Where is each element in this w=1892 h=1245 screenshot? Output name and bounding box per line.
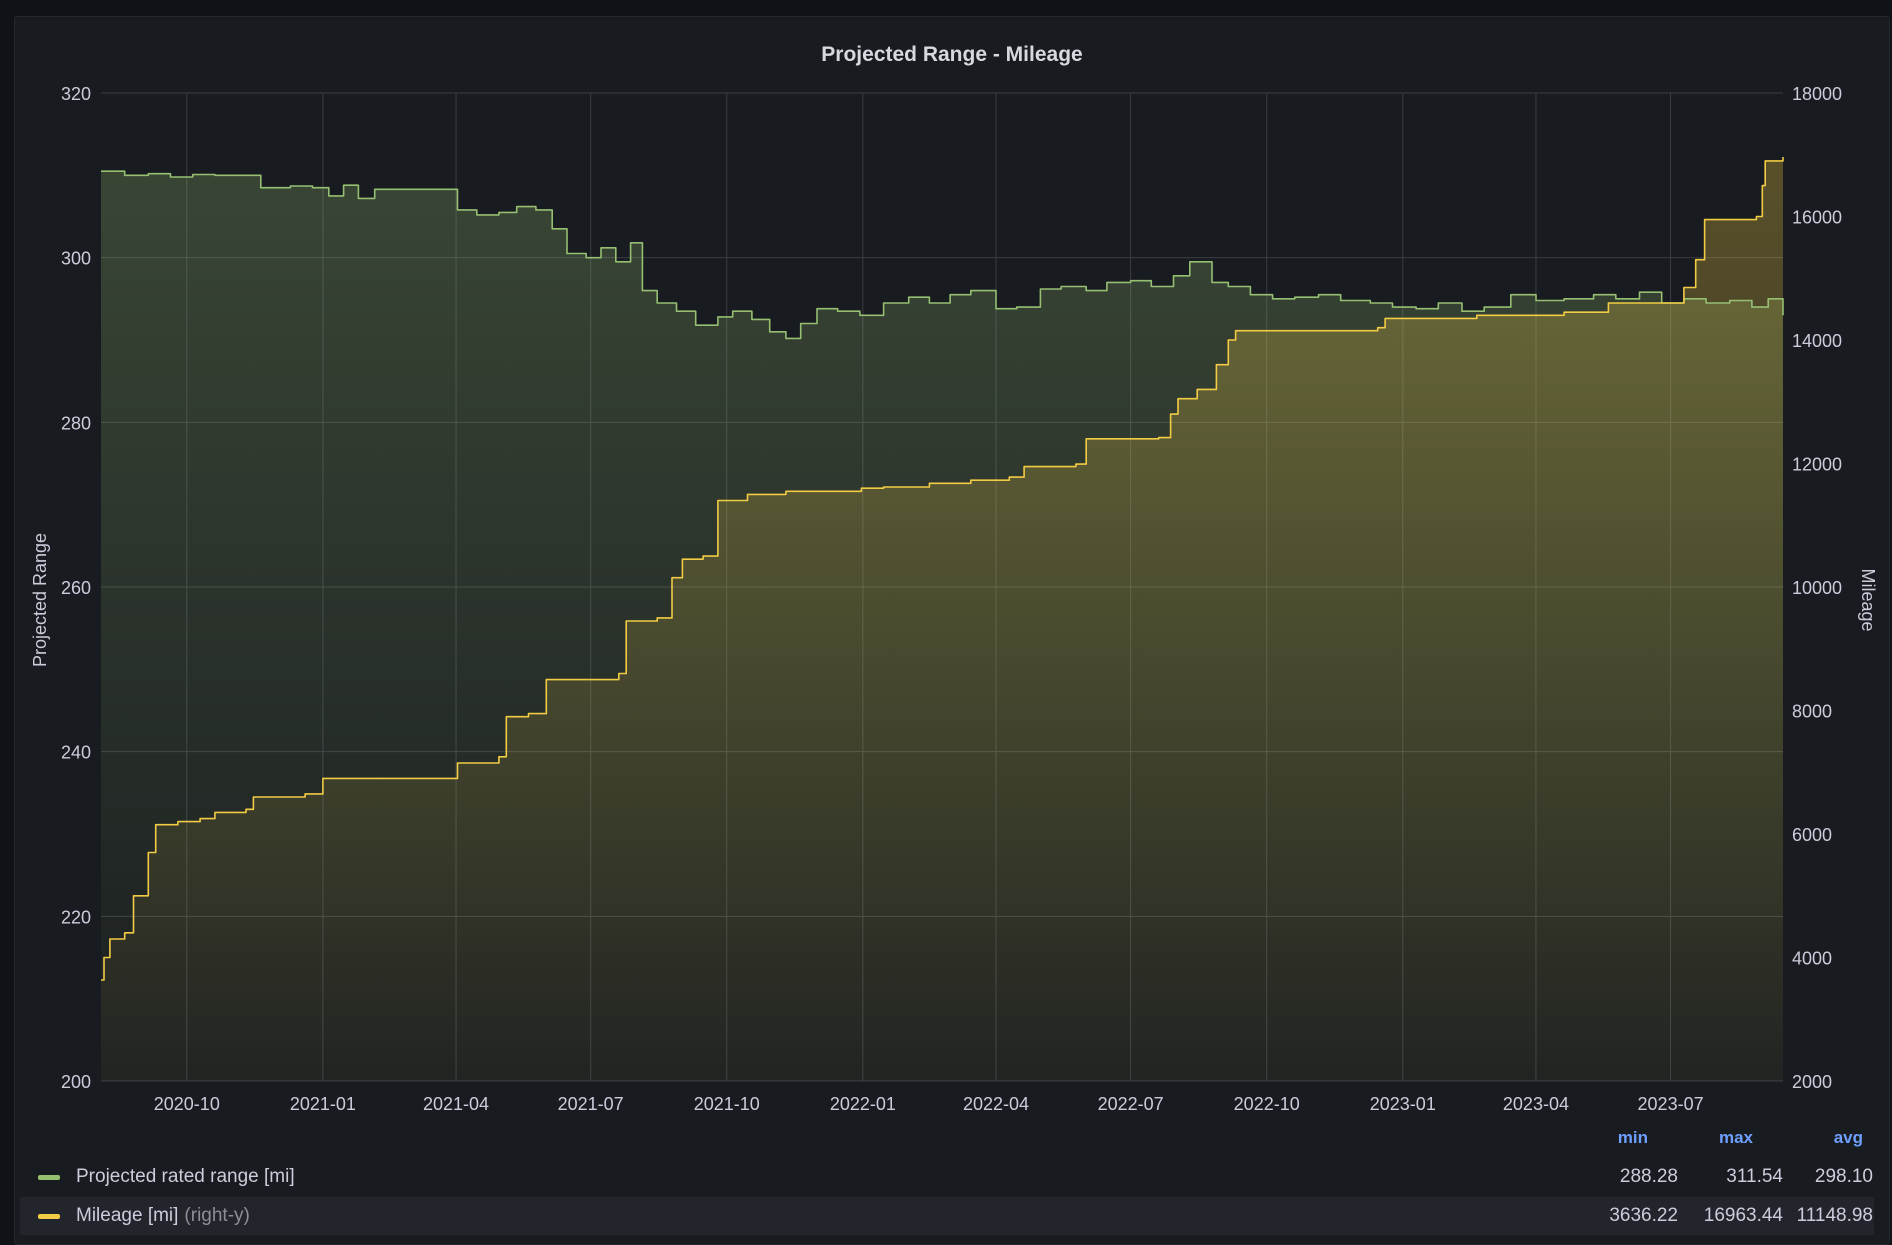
legend-label-mileage[interactable]: Mileage [mi] (right-y) bbox=[76, 1205, 250, 1226]
y-right-tick-label: 16000 bbox=[1792, 208, 1842, 228]
x-tick-label: 2023-04 bbox=[1503, 1094, 1569, 1114]
y-right-tick-label: 18000 bbox=[1792, 84, 1842, 104]
legend-max-mileage: 16963.44 bbox=[1703, 1205, 1783, 1226]
x-tick-label: 2021-04 bbox=[423, 1094, 489, 1114]
y-left-tick-label: 200 bbox=[61, 1072, 91, 1092]
x-tick-label: 2021-10 bbox=[694, 1094, 760, 1114]
y-left-tick-label: 280 bbox=[61, 413, 91, 433]
y-left-tick-label: 260 bbox=[61, 578, 91, 598]
y-right-tick-label: 10000 bbox=[1792, 578, 1842, 598]
x-tick-label: 2020-10 bbox=[154, 1094, 220, 1114]
y-left-tick-label: 220 bbox=[61, 907, 91, 927]
y-right-tick-label: 4000 bbox=[1792, 949, 1832, 969]
legend-swatch-mileage[interactable] bbox=[38, 1214, 60, 1219]
x-tick-label: 2021-01 bbox=[290, 1094, 356, 1114]
y-left-tick-label: 300 bbox=[61, 249, 91, 269]
x-tick-label: 2022-01 bbox=[830, 1094, 896, 1114]
y-right-tick-label: 8000 bbox=[1792, 702, 1832, 722]
panel-title: Projected Range - Mileage bbox=[821, 43, 1083, 66]
axes: 200 220 240 260 280 300 320 2000 4000 6000 8000 100… bbox=[30, 84, 1878, 1114]
y-right-axis-label: Mileage bbox=[1858, 568, 1878, 631]
x-tick-label: 2022-07 bbox=[1098, 1094, 1164, 1114]
series-line-range bbox=[101, 170, 1784, 340]
series-fill-mileage bbox=[101, 157, 1783, 1081]
legend-swatch-range[interactable] bbox=[38, 1175, 60, 1180]
x-tick-label: 2022-10 bbox=[1234, 1094, 1300, 1114]
legend-max-range: 311.54 bbox=[1726, 1166, 1783, 1187]
y-right-tick-label: 2000 bbox=[1792, 1072, 1832, 1092]
y-right-tick-label: 14000 bbox=[1792, 331, 1842, 351]
legend-header-max[interactable]: max bbox=[1718, 1128, 1753, 1147]
y-left-tick-label: 320 bbox=[61, 84, 91, 104]
x-tick-label: 2023-07 bbox=[1638, 1094, 1704, 1114]
legend-min-mileage: 3636.22 bbox=[1609, 1205, 1678, 1226]
legend-item-mileage[interactable]: Mileage [mi] (right-y) 3636.22 16963.44 1… bbox=[20, 1197, 1874, 1235]
legend-avg-range: 298.10 bbox=[1814, 1166, 1873, 1187]
x-tick-label: 2023-01 bbox=[1370, 1094, 1436, 1114]
x-tick-label: 2021-07 bbox=[558, 1094, 624, 1114]
legend-header-min[interactable]: min bbox=[1617, 1128, 1648, 1147]
legend-header-avg[interactable]: avg bbox=[1833, 1128, 1863, 1147]
y-left-axis-label: Projected Range bbox=[30, 533, 50, 667]
x-tick-label: 2022-04 bbox=[963, 1094, 1029, 1114]
y-left-tick-label: 240 bbox=[61, 743, 91, 763]
legend-avg-mileage: 11148.98 bbox=[1796, 1205, 1873, 1226]
legend-min-range: 288.28 bbox=[1619, 1166, 1678, 1187]
legend-item-range[interactable]: Projected rated range [mi] 288.28 311.54… bbox=[20, 1158, 1874, 1196]
series-lines bbox=[101, 157, 1784, 981]
series-line-mileage bbox=[101, 157, 1784, 981]
y-right-tick-label: 6000 bbox=[1792, 825, 1832, 845]
y-right-tick-label: 12000 bbox=[1792, 455, 1842, 475]
series-fills bbox=[101, 157, 1783, 1081]
legend-label-range[interactable]: Projected rated range [mi] bbox=[76, 1166, 295, 1187]
